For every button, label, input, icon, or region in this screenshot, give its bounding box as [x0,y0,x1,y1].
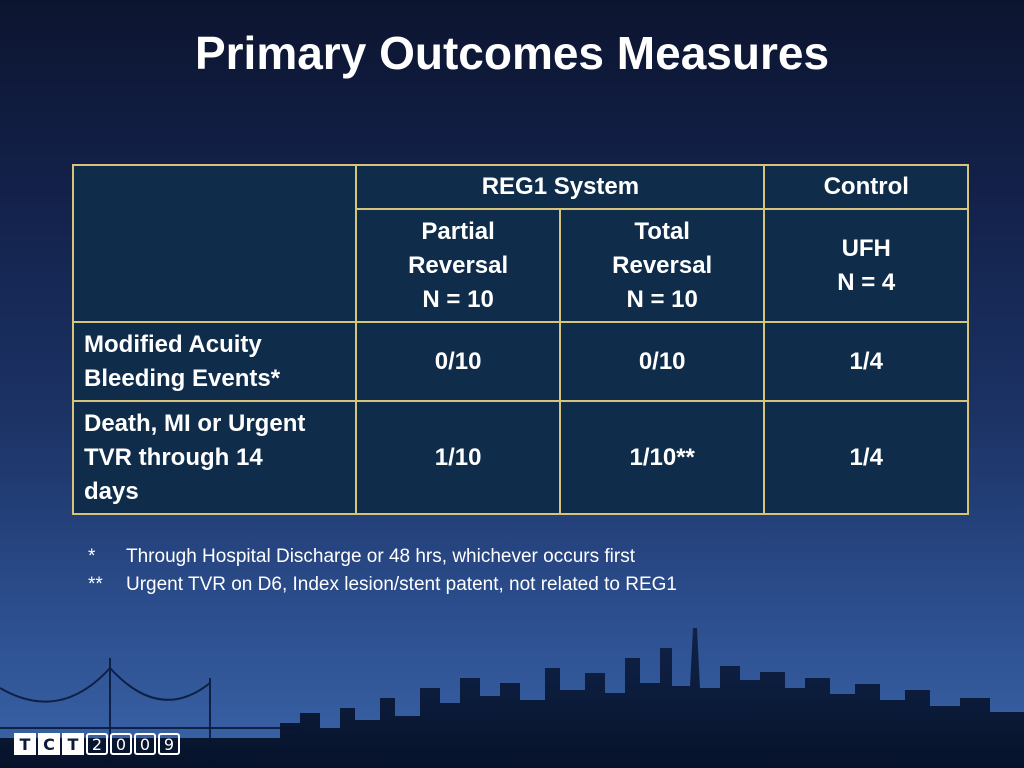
logo-digit: 0 [134,733,156,755]
row-label-line: Death, MI or Urgent [84,409,306,437]
partial-reversal-header: Partial Reversal N = 10 [355,208,561,323]
partial-header-line: Reversal [408,251,509,279]
row-label-line: TVR through 14 [84,443,263,471]
total-value: 1/10** [558,400,766,515]
ufh-value: 1/4 [763,321,969,402]
row-label: Modified Acuity Bleeding Events* [71,321,358,402]
slide-title: Primary Outcomes Measures [194,27,830,79]
logo-letter: T [62,733,84,755]
corner-cell [71,164,358,323]
partial-header-line: Partial [421,217,495,245]
logo-digit: 2 [86,733,108,755]
footnote: * Through Hospital Discharge or 48 hrs, … [88,543,677,571]
total-reversal-header: Total Reversal N = 10 [558,208,766,323]
partial-value: 1/10 [355,400,561,515]
ufh-header-line: UFH [841,234,891,262]
logo-digit: 0 [110,733,132,755]
total-header-line: Reversal [612,251,713,279]
reg1-system-header: REG1 System [355,164,766,210]
sub-header-row: Partial Reversal N = 10 Total Reversal N… [73,208,969,323]
table-row: Modified Acuity Bleeding Events* 0/10 0/… [71,321,969,402]
row-label-line: days [84,477,139,505]
footnote-text: Urgent TVR on D6, Index lesion/stent pat… [126,574,677,595]
control-header: Control [763,164,969,210]
ufh-header: UFH N = 4 [763,208,969,323]
footnote-mark: * [88,546,96,567]
footnotes: * Through Hospital Discharge or 48 hrs, … [88,543,677,599]
logo-letter: C [38,733,60,755]
partial-value: 0/10 [355,321,561,402]
logo-letter: T [14,733,36,755]
ufh-header-line: N = 4 [837,268,896,296]
row-label-line: Bleeding Events* [84,364,281,392]
outcomes-table: REG1 System Control Partial Reversal N =… [71,164,969,515]
footnote-text: Through Hospital Discharge or 48 hrs, wh… [126,546,635,567]
footnote-mark: ** [88,574,103,595]
ufh-value: 1/4 [763,400,969,515]
partial-header-line: N = 10 [422,285,494,313]
row-label-line: Modified Acuity [84,330,262,358]
total-value: 0/10 [558,321,766,402]
table-row: Death, MI or Urgent TVR through 14 days … [71,400,969,515]
total-header-line: Total [634,217,690,245]
logo-digit: 9 [158,733,180,755]
total-header-line: N = 10 [626,285,698,313]
tct-2009-logo: T C T 2 0 0 9 [14,733,180,755]
row-label: Death, MI or Urgent TVR through 14 days [71,400,358,515]
footnote: ** Urgent TVR on D6, Index lesion/stent … [88,571,677,599]
group-header-row: REG1 System Control [71,164,969,323]
